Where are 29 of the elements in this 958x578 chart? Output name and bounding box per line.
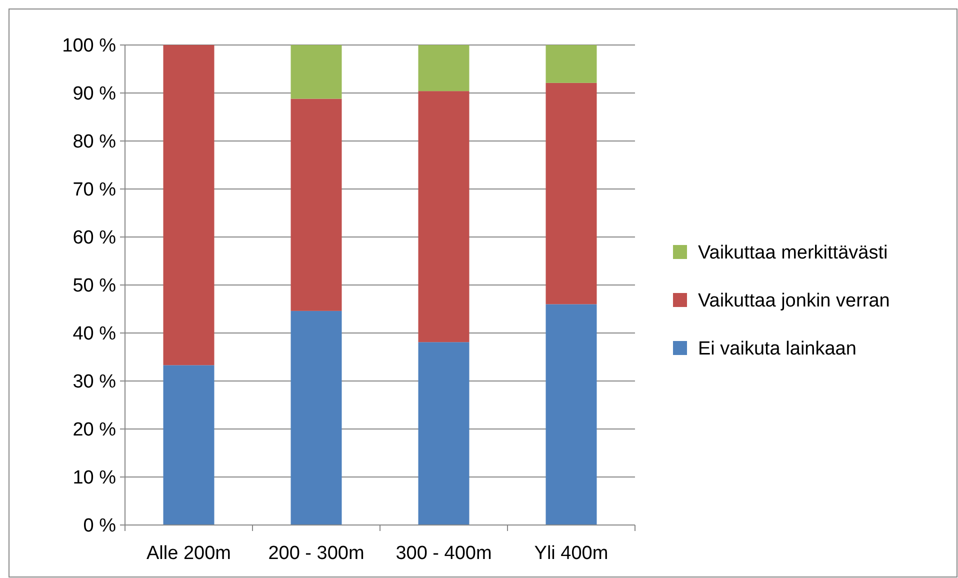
y-tick-label: 0 % <box>83 516 116 537</box>
y-tick-label: 80 % <box>72 132 116 153</box>
bar <box>418 91 470 342</box>
x-tick-label: Alle 200m <box>146 543 231 564</box>
x-tick-label: 300 - 400m <box>396 543 492 564</box>
y-tick-label: 40 % <box>72 324 116 345</box>
legend-label: Vaikuttaa merkittävästi <box>698 242 888 264</box>
x-tick-label: 200 - 300m <box>268 543 364 564</box>
bar <box>546 82 597 304</box>
y-tick-label: 60 % <box>72 228 116 249</box>
legend-label: Vaikuttaa jonkin verran <box>698 290 890 312</box>
bar <box>418 45 470 92</box>
y-tick-label: 20 % <box>72 420 116 441</box>
y-tick-label: 10 % <box>72 468 116 489</box>
bar <box>290 98 342 311</box>
y-tick-label: 70 % <box>72 180 116 201</box>
legend-label: Ei vaikuta lainkaan <box>698 338 856 360</box>
bar <box>163 365 214 525</box>
y-tick-label: 90 % <box>72 84 116 105</box>
y-tick-label: 30 % <box>72 372 116 393</box>
bar <box>546 45 597 83</box>
bar <box>418 342 470 525</box>
y-tick-label: 100 % <box>62 36 116 57</box>
bar <box>290 310 342 525</box>
bar <box>546 304 597 525</box>
bar <box>290 45 342 99</box>
bar <box>163 45 214 366</box>
x-tick-label: Yli 400m <box>534 543 608 564</box>
y-tick-label: 50 % <box>72 276 116 297</box>
